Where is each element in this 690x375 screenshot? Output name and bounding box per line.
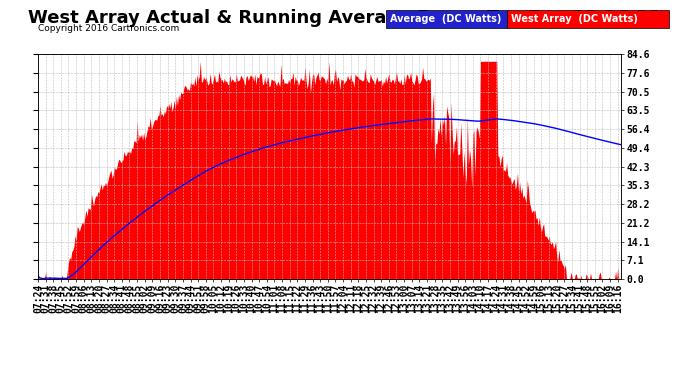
Text: Average  (DC Watts): Average (DC Watts) bbox=[390, 14, 501, 24]
Text: Copyright 2016 Cartronics.com: Copyright 2016 Cartronics.com bbox=[38, 24, 179, 33]
Text: West Array  (DC Watts): West Array (DC Watts) bbox=[511, 14, 638, 24]
Text: West Array Actual & Running Average Power Tue Dec 13 16:21: West Array Actual & Running Average Powe… bbox=[28, 9, 662, 27]
